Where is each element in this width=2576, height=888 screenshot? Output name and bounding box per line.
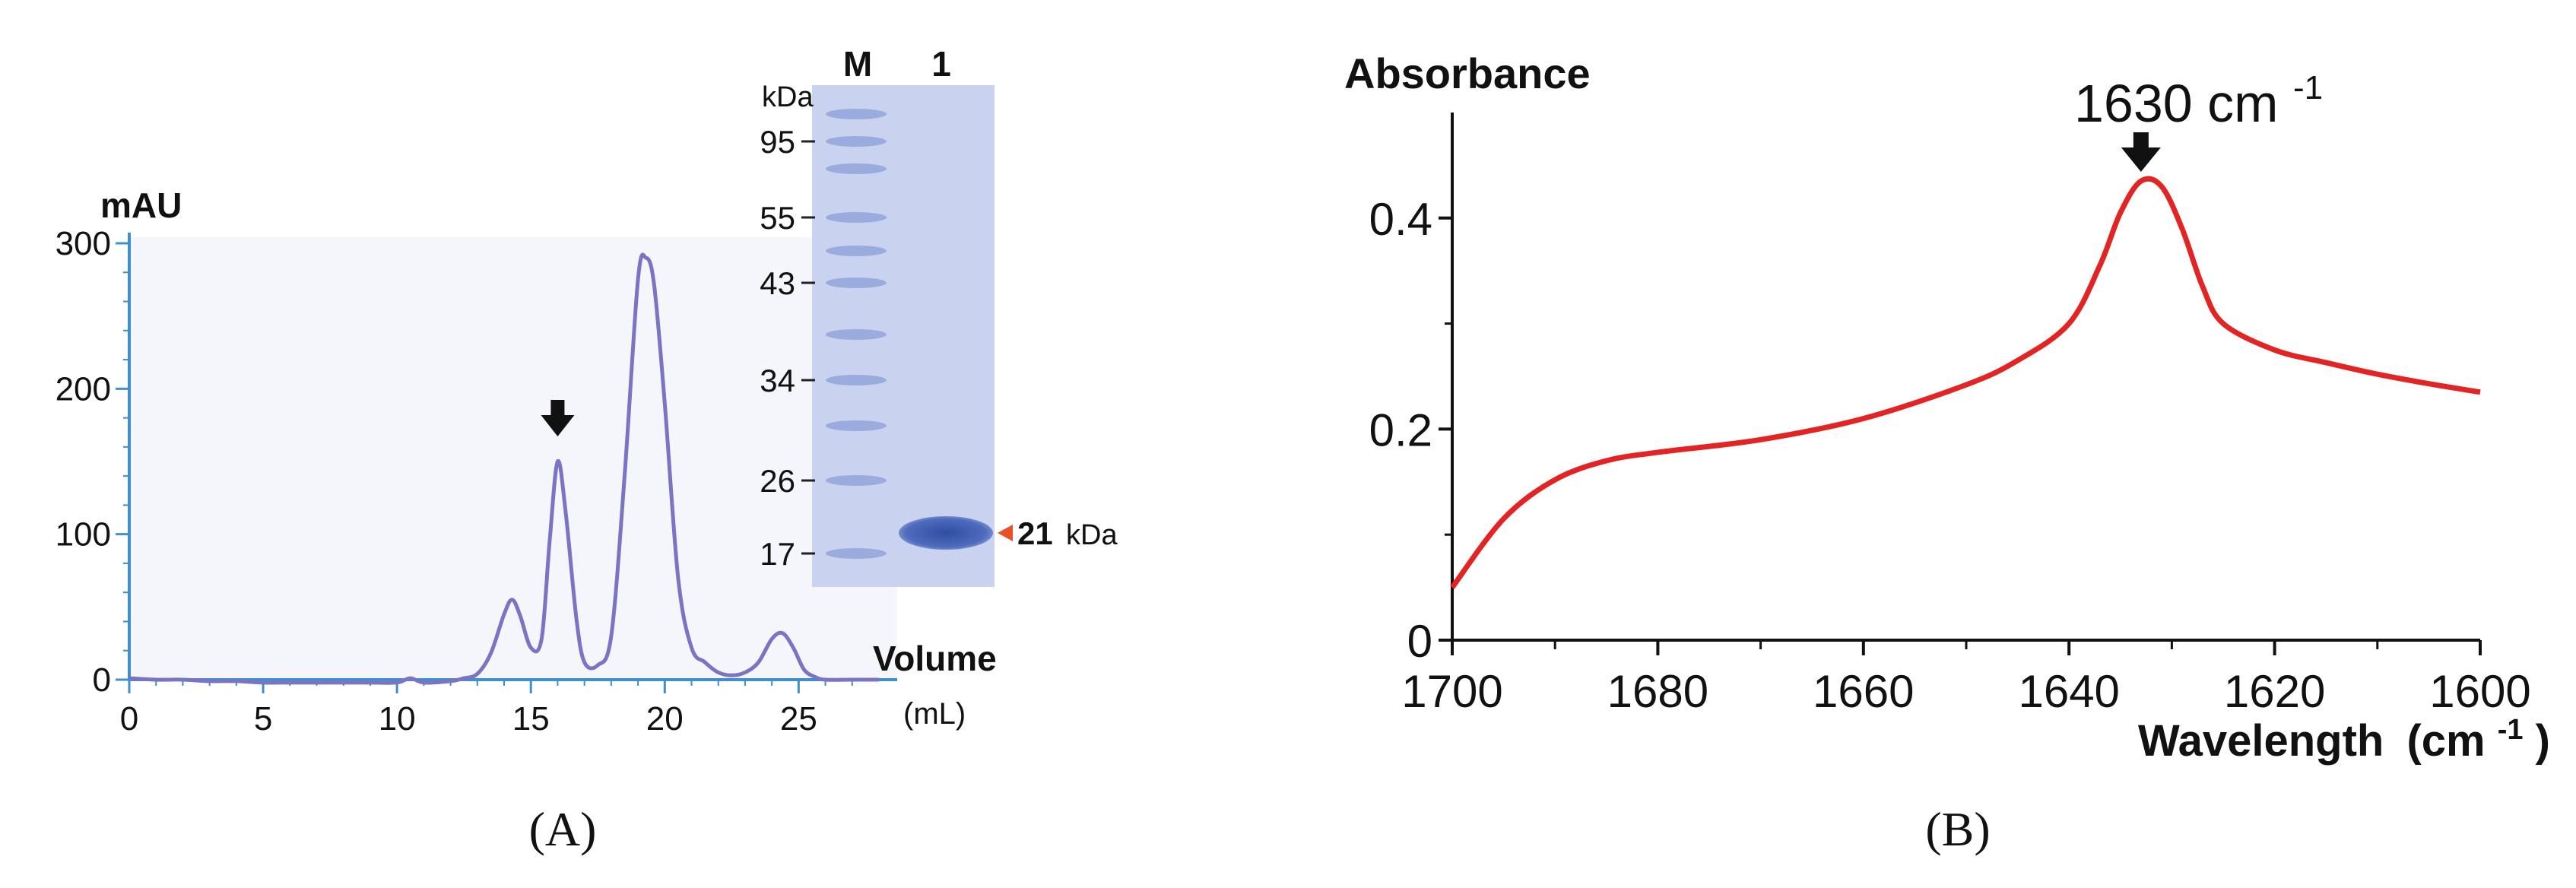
ir-absorbance-line: [1450, 176, 2481, 589]
panel-b: 1700 1680 1660 1640 1620 1600 0 0.2 0.4 Absorban…: [1344, 49, 2550, 856]
chromatogram-line: [128, 252, 879, 685]
gel-ladder-band: [826, 212, 887, 223]
panel-b-caption: (B): [1925, 802, 1990, 856]
chromatogram-x-tick-label: 10: [379, 700, 416, 737]
gel-ladder-band: [826, 278, 887, 288]
gel-ladder-band: [826, 420, 887, 431]
gel-inset: M 1 kDa 95 55 43 34 26 17 21 kDa: [760, 44, 1118, 587]
ir-y-tick-label: 0.4: [1369, 194, 1432, 245]
gel-unit-label: kDa: [762, 81, 814, 113]
gel-marker-label: 34: [760, 363, 795, 398]
ir-x-axis-label: Wavelength (cm -1 ): [2138, 699, 2550, 766]
ir-x-tick-label: 1620: [2224, 666, 2325, 717]
ir-peak-label: 1630 cm -1: [2074, 69, 2323, 133]
gel-marker-label: 26: [760, 463, 795, 499]
chromatogram-x-tick-label: 15: [512, 700, 550, 737]
gel-marker-label: 55: [760, 200, 795, 236]
chromatogram-x-tick-label: 25: [780, 700, 817, 737]
gel-lane-label-1: 1: [931, 44, 951, 84]
gel-lane-label-m: M: [843, 44, 872, 84]
gel-band-pointer-triangle: [998, 525, 1013, 541]
gel-marker-label: 17: [760, 536, 795, 572]
ir-x-axis-label-unit: (cm: [2406, 716, 2485, 766]
chromatogram-y-tick-label: 200: [56, 370, 111, 408]
gel-marker-lane: [826, 109, 887, 559]
ir-x-tick-label: 1640: [2018, 666, 2119, 717]
chromatogram-annotations: [541, 400, 575, 436]
ir-y-tick-label: 0.2: [1369, 404, 1432, 455]
chromatogram-x-axis-label: Volume: [873, 639, 997, 678]
ir-y-tick-label: 0: [1407, 616, 1432, 667]
ir-peak-label-sup: -1: [2293, 69, 2323, 106]
ir-axes: 1700 1680 1660 1640 1620 1600 0 0.2 0.4: [1369, 113, 2531, 717]
peak-arrow-head: [541, 415, 575, 436]
gel-marker-label: 95: [760, 124, 795, 160]
ir-peak-arrow-shaft: [2133, 132, 2149, 149]
chromatogram-x-axis-unit: (mL): [903, 697, 966, 731]
ir-x-axis-label-unit-sup: -1: [2498, 714, 2524, 746]
ir-peak-arrow-head: [2121, 147, 2161, 172]
ir-x-tick-label: 1700: [1401, 666, 1502, 717]
gel-ladder-band: [826, 475, 887, 486]
chromatogram-x-tick-label: 5: [254, 700, 272, 737]
chromatogram-x-tick-label: 0: [120, 700, 138, 737]
ir-x-tick-label: 1660: [1813, 666, 1914, 717]
ir-annotations: [2121, 132, 2161, 172]
ir-x-axis-label-main: Wavelength: [2138, 716, 2384, 766]
chromatogram-x-tick-label: 20: [646, 700, 684, 737]
ir-x-axis-label-unit-close: ): [2536, 716, 2550, 766]
gel-band-label-unit: kDa: [1066, 519, 1118, 551]
ir-x-tick-label: 1680: [1607, 666, 1708, 717]
gel-ladder-band: [826, 163, 887, 174]
gel-ladder-band: [826, 136, 887, 147]
chromatogram-axes: 0 5 10 15 20 25 0 100 200 300: [56, 225, 897, 737]
chromatogram-y-tick-label: 300: [56, 225, 111, 262]
gel-ladder-band: [826, 246, 887, 256]
gel-sample-band: [899, 516, 993, 550]
gel-ladder-band: [826, 329, 887, 340]
chromatogram-series: [128, 252, 879, 685]
panel-a: 0 5 10 15 20 25 0 100 200 300 mAU Volume (mL) M 1…: [56, 44, 1118, 856]
panel-a-caption: (A): [529, 802, 597, 856]
chromatogram-y-tick-label: 0: [93, 661, 111, 699]
gel-marker-label: 43: [760, 265, 795, 301]
gel-ladder-band: [826, 109, 887, 119]
ir-series: [1450, 176, 2481, 589]
chromatogram-plot-background: [129, 237, 897, 680]
chromatogram-y-axis-label: mAU: [100, 186, 182, 225]
peak-arrow-shaft: [550, 400, 565, 417]
gel-marker-labels: 95 55 43 34 26 17: [760, 124, 815, 572]
chromatogram-y-tick-label: 100: [56, 516, 111, 553]
ir-y-axis-label: Absorbance: [1344, 49, 1591, 97]
gel-band-label-value: 21: [1017, 515, 1053, 551]
gel-ladder-band: [826, 375, 887, 385]
ir-peak-label-main: 1630 cm: [2074, 74, 2278, 133]
ir-x-tick-label: 1600: [2429, 666, 2530, 717]
gel-ladder-band: [826, 548, 887, 559]
